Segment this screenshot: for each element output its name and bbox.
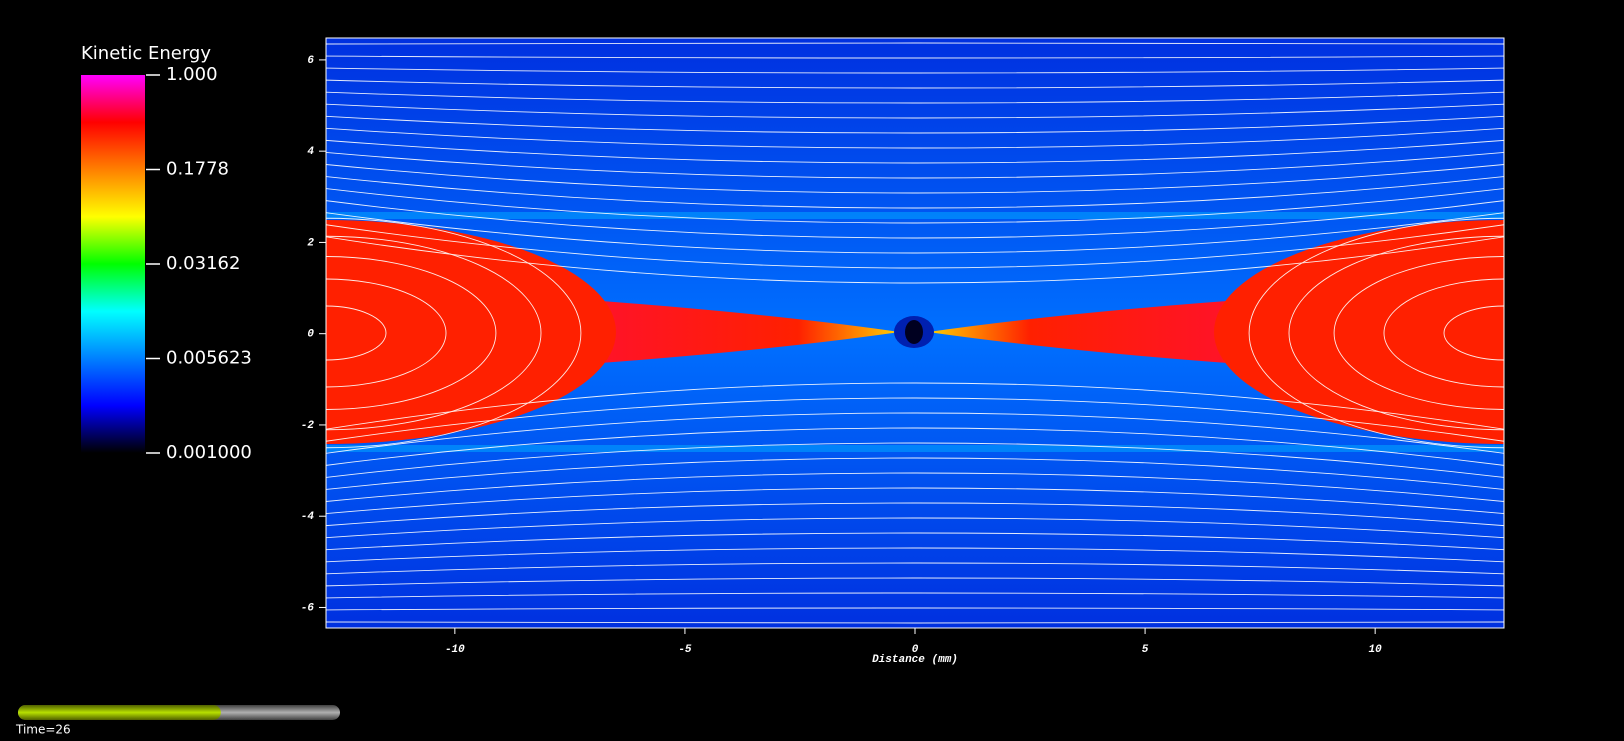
streamline (326, 235, 542, 431)
streamline (326, 42, 1504, 45)
streamline (326, 115, 1504, 134)
streamline (326, 592, 1504, 599)
streamline (321, 670, 1509, 683)
streamline (326, 427, 1504, 466)
x-tick-label: -10 (445, 644, 465, 656)
streamline (326, 502, 1504, 527)
streamline (326, 278, 447, 388)
y-tick-label: 6 (307, 55, 314, 67)
y-tick-label: -4 (301, 511, 315, 523)
y-tick-label: 0 (307, 329, 314, 341)
streamline (326, 517, 1504, 539)
x-tick-label: 5 (1142, 644, 1149, 656)
streamline (326, 103, 1504, 119)
colorbar-tick-label: 0.1778 (166, 159, 229, 180)
streamline (326, 457, 1504, 490)
y-tick-label: 4 (307, 146, 314, 158)
streamline (326, 577, 1504, 587)
streamline (326, 236, 1504, 284)
streamline (326, 562, 1504, 575)
streamline (321, 13, 1509, 20)
streamline (326, 79, 1504, 89)
x-axis-label: Distance (mm) (872, 654, 958, 666)
streamline (326, 164, 1504, 194)
streamline (1383, 278, 1504, 388)
colorbar-tick-label: 0.03162 (166, 253, 240, 274)
streamline (326, 487, 1504, 515)
y-tick-label: 2 (307, 237, 314, 249)
time-label: Time=26 (15, 723, 71, 737)
streamline (326, 382, 1504, 430)
y-tick-label: -6 (301, 602, 315, 614)
colorbar-tick-label: 0.005623 (166, 348, 252, 369)
streamline (326, 442, 1504, 478)
x-tick-label: 10 (1369, 644, 1383, 656)
streamline (326, 188, 1504, 224)
streamline (321, 634, 1509, 638)
streamline (326, 67, 1504, 74)
x-tick-label: -5 (678, 644, 692, 656)
streamline (326, 607, 1504, 611)
streamline (326, 547, 1504, 563)
streamline (326, 212, 1504, 254)
streamline (326, 55, 1504, 59)
streamline (321, 28, 1509, 32)
streamline (326, 621, 1504, 624)
streamline (326, 217, 582, 449)
streamline (326, 532, 1504, 551)
streamline (1248, 217, 1504, 449)
streamline (326, 256, 497, 410)
streamline (326, 200, 1504, 239)
progress-fill (18, 705, 221, 720)
streamline (326, 139, 1504, 164)
colorbar-title: Kinetic Energy (81, 43, 211, 64)
streamline (326, 224, 1504, 269)
colorbar (81, 75, 145, 453)
y-tick-label: -2 (301, 420, 315, 432)
streamline (326, 127, 1504, 149)
colorbar-tick-label: 0.001000 (166, 442, 252, 463)
streamline (326, 397, 1504, 442)
streamline (326, 176, 1504, 209)
streamline (1288, 235, 1504, 431)
streamline (1443, 305, 1504, 361)
streamline (326, 472, 1504, 502)
streamline (326, 412, 1504, 454)
streamline (326, 151, 1504, 179)
colorbar-tick-label: 1.000 (166, 64, 218, 85)
streamline (321, 682, 1509, 698)
streamline (1333, 256, 1504, 410)
streamline (321, 0, 1509, 8)
streamline (326, 91, 1504, 104)
x-tick-label: 0 (912, 644, 919, 656)
streamline (326, 305, 387, 361)
field-image (321, 0, 1509, 698)
